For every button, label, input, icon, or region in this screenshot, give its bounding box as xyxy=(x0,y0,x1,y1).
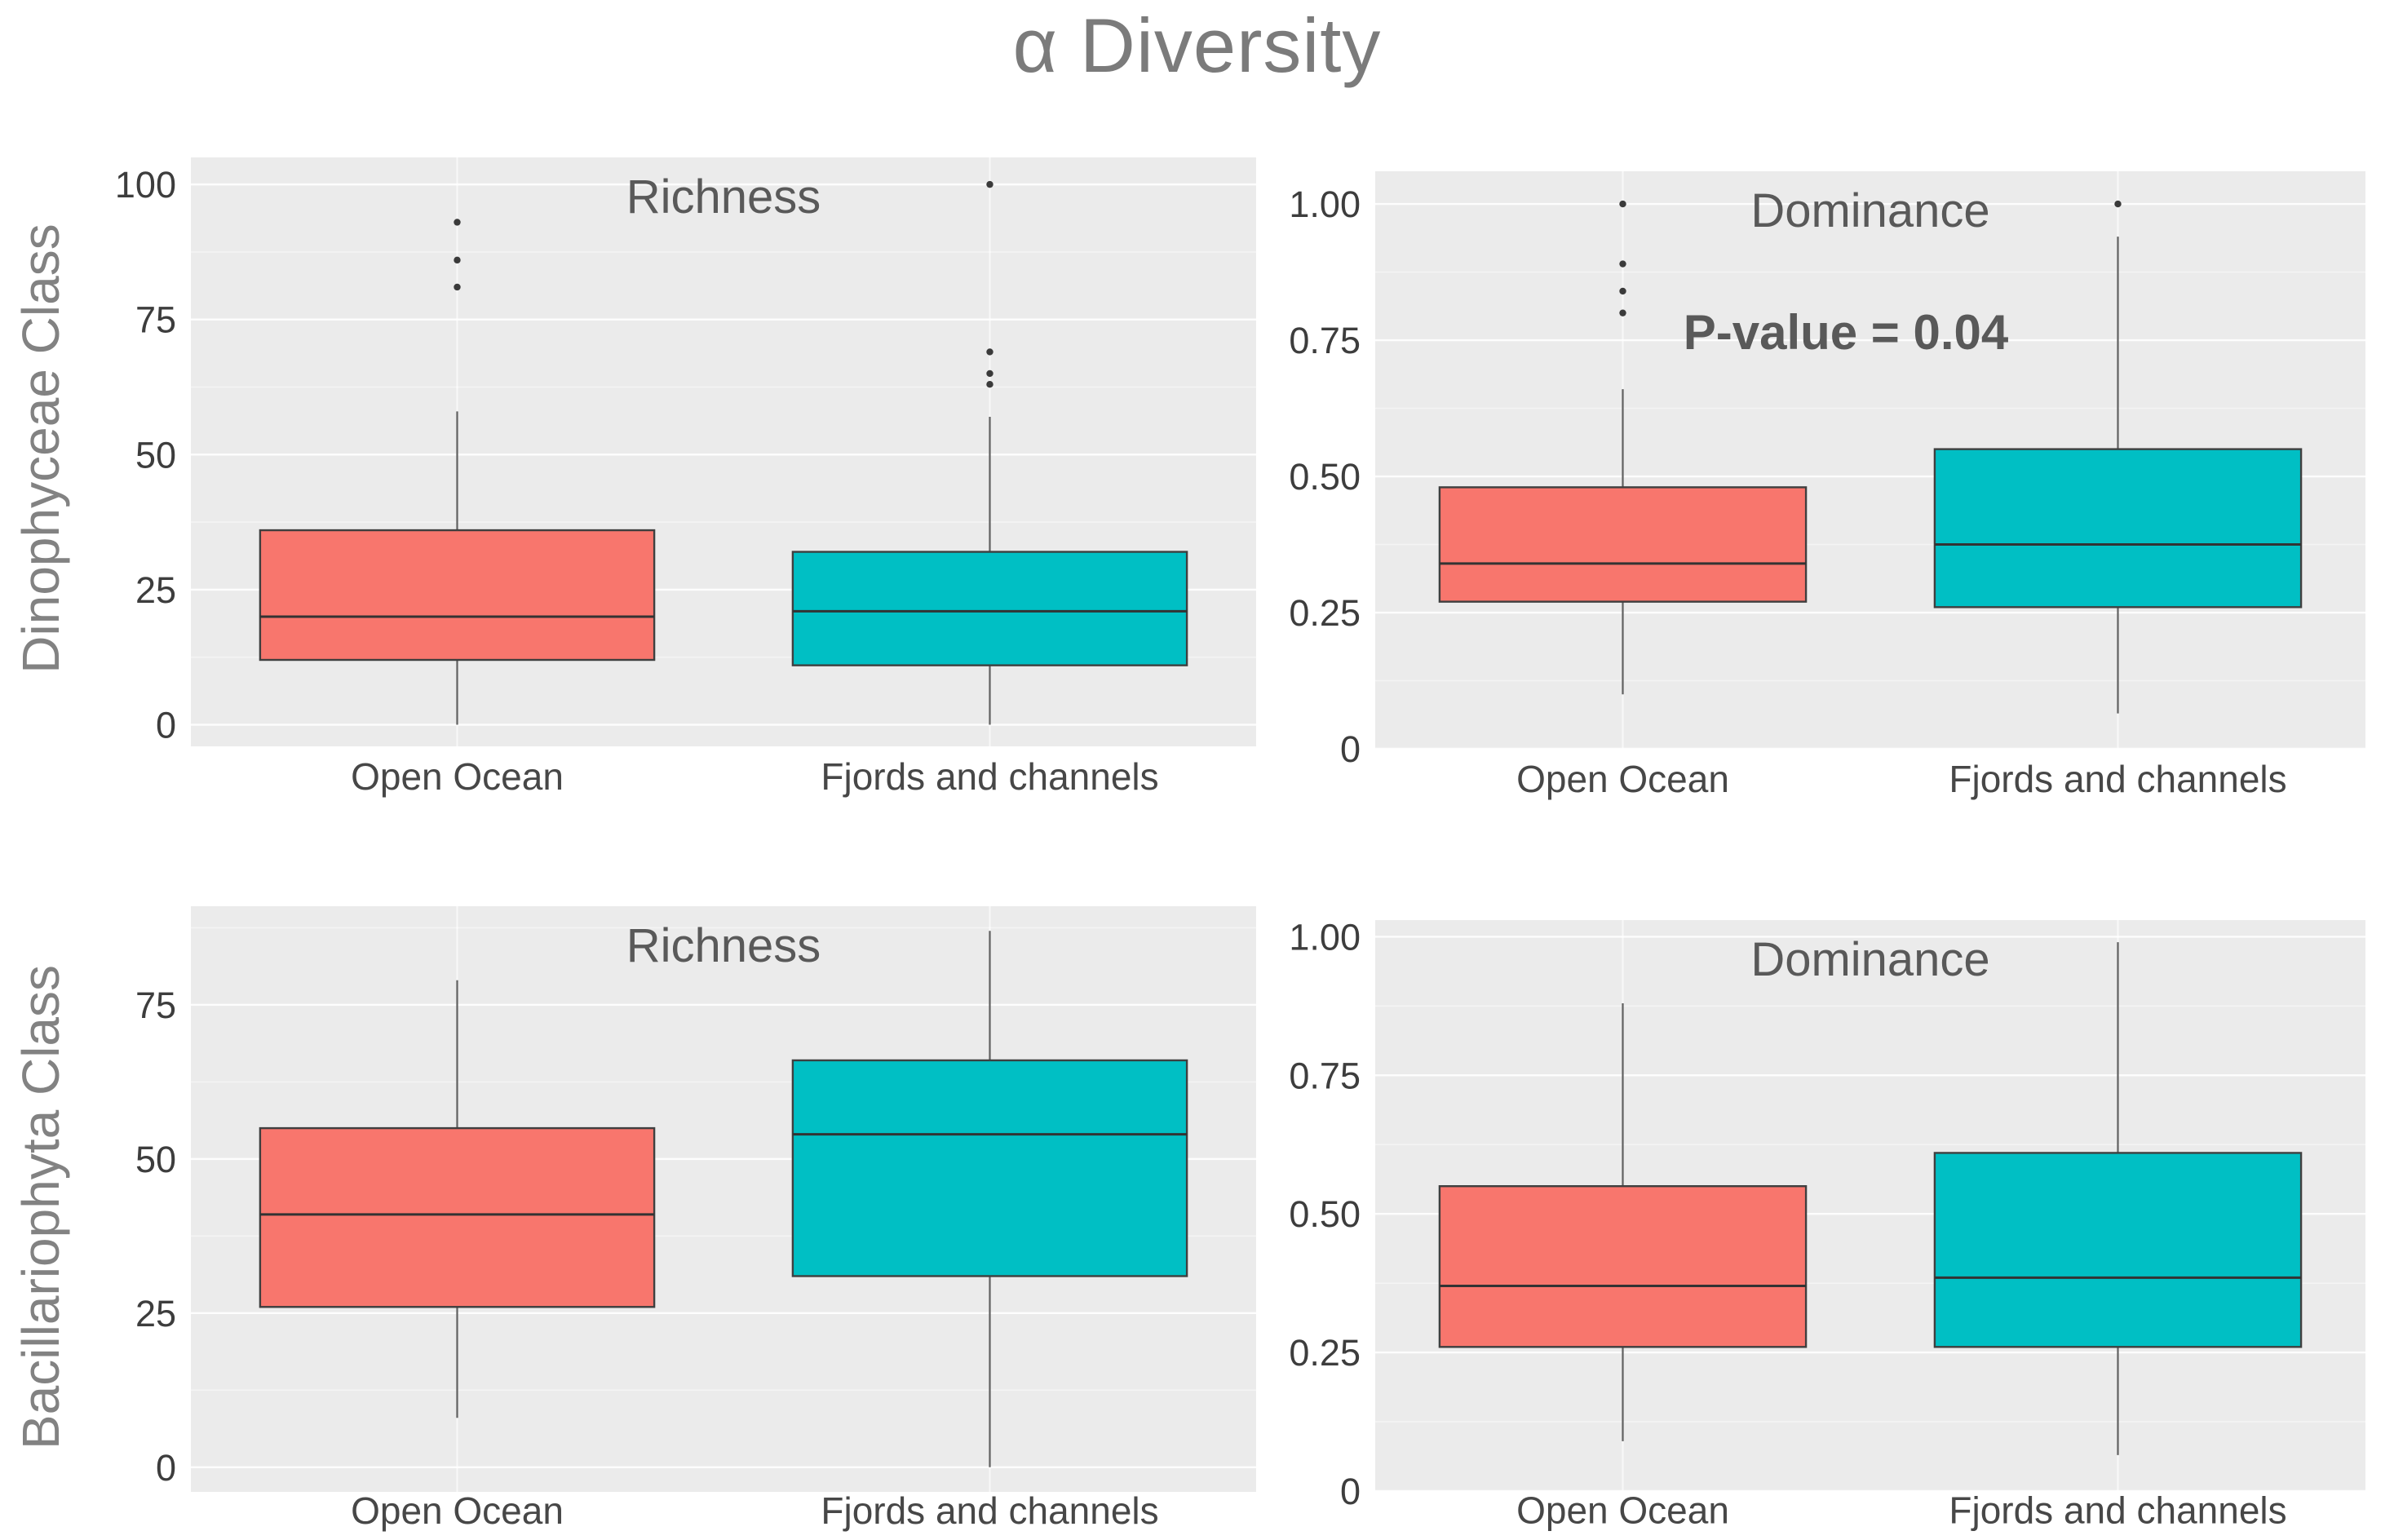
y-tick-label: 50 xyxy=(135,434,176,476)
outlier-point-open-ocean xyxy=(1619,287,1626,295)
box-fjords-and-channels xyxy=(791,1059,1188,1277)
panel-bacillariophyta-richness: 0 25 50 75 Open Ocean Fjords and channels Rich… xyxy=(82,906,1256,1540)
outlier-point-fjords-and-channels xyxy=(986,370,993,378)
y-tick-label: 50 xyxy=(135,1139,176,1180)
box-fjords-and-channels xyxy=(1933,448,2303,608)
y-tick-label: 0 xyxy=(156,705,176,746)
outlier-point-open-ocean xyxy=(454,219,461,226)
y-tick-label: 0.75 xyxy=(1289,320,1361,361)
x-category-label-fjords-and-channels: Fjords and channels xyxy=(821,755,1158,798)
y-tick-label: 0.50 xyxy=(1289,456,1361,498)
box-open-ocean xyxy=(259,529,656,662)
outlier-point-open-ocean xyxy=(454,256,461,264)
outlier-point-open-ocean xyxy=(1619,260,1626,268)
y-tick-label: 25 xyxy=(135,1293,176,1334)
outlier-point-fjords-and-channels xyxy=(986,381,993,388)
outlier-point-open-ocean xyxy=(1619,309,1626,316)
x-category-label-fjords-and-channels: Fjords and channels xyxy=(1949,1489,2286,1532)
panel-dinophyceae-richness: 0 25 50 75 100 Open Ocean Fjords and channels R… xyxy=(82,157,1256,812)
panel-title: Dominance xyxy=(1750,933,1989,986)
outlier-point-open-ocean xyxy=(1619,200,1626,208)
outlier-point-open-ocean xyxy=(454,283,461,291)
x-category-label-open-ocean: Open Ocean xyxy=(351,755,564,798)
box-open-ocean xyxy=(1438,486,1808,603)
x-category-label-open-ocean: Open Ocean xyxy=(351,1489,564,1532)
y-tick-label: 1.00 xyxy=(1289,920,1361,958)
outlier-point-fjords-and-channels xyxy=(986,348,993,356)
panel-title: Dominance xyxy=(1750,184,1989,237)
y-tick-label: 0.25 xyxy=(1289,1332,1361,1374)
row-label-bacillariophyta: Bacillariophyta Class xyxy=(11,964,70,1450)
figure-title: α Diversity xyxy=(1012,2,1382,88)
boxplot-svg-dino-dominance: 0 0.25 0.50 0.75 1.00 Open Ocean Fjords and ch… xyxy=(1289,171,2365,800)
box-fjords-and-channels xyxy=(1933,1152,2303,1348)
y-tick-label: 25 xyxy=(135,569,176,611)
y-tick-label: 0 xyxy=(156,1447,176,1489)
box-open-ocean xyxy=(259,1126,656,1308)
panel-title: Richness xyxy=(626,919,821,972)
panel-title: Richness xyxy=(626,170,821,223)
boxplot-svg-dino-richness: 0 25 50 75 100 Open Ocean Fjords and channels R… xyxy=(115,157,1256,798)
panel-bacillariophyta-dominance: 0 0.25 0.50 0.75 1.00 Open Ocean Fjords and ch… xyxy=(1261,916,2365,1540)
box-fjords-and-channels xyxy=(791,551,1188,666)
y-tick-label: 0.75 xyxy=(1289,1055,1361,1096)
x-category-label-open-ocean: Open Ocean xyxy=(1516,758,1729,800)
annotation-pvalue: P-value = 0.04 xyxy=(1684,305,2009,360)
y-tick-label: 0.25 xyxy=(1289,592,1361,634)
x-category-label-fjords-and-channels: Fjords and channels xyxy=(1949,758,2286,800)
panel-dinophyceae-dominance: 0 0.25 0.50 0.75 1.00 Open Ocean Fjords and ch… xyxy=(1261,171,2365,814)
outlier-point-fjords-and-channels xyxy=(986,180,993,188)
y-tick-label: 100 xyxy=(115,164,176,206)
y-tick-label: 0.50 xyxy=(1289,1193,1361,1235)
y-tick-label: 0 xyxy=(1340,728,1361,770)
x-category-label-fjords-and-channels: Fjords and channels xyxy=(821,1489,1158,1532)
box-open-ocean xyxy=(1438,1185,1808,1348)
x-category-label-open-ocean: Open Ocean xyxy=(1516,1489,1729,1532)
boxplot-svg-bacill-dominance: 0 0.25 0.50 0.75 1.00 Open Ocean Fjords and ch… xyxy=(1289,916,2365,1532)
y-tick-label: 1.00 xyxy=(1289,184,1361,225)
boxplot-svg-bacill-richness: 0 25 50 75 Open Ocean Fjords and channels Rich… xyxy=(135,906,1256,1532)
row-label-dinophyceae: Dinophyceae Class xyxy=(11,223,70,674)
y-tick-label: 75 xyxy=(135,299,176,341)
outlier-point-fjords-and-channels xyxy=(2114,200,2122,208)
y-tick-label: 0 xyxy=(1340,1471,1361,1512)
y-tick-label: 75 xyxy=(135,985,176,1026)
